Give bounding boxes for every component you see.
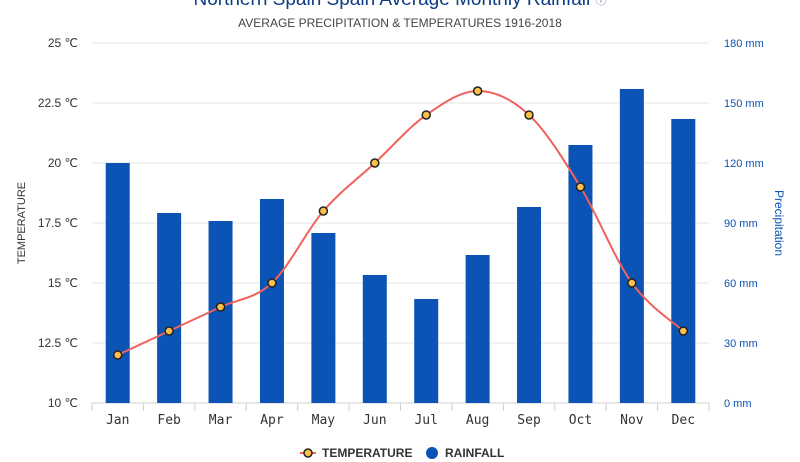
temperature-point xyxy=(112,350,123,360)
y-left-axis-title: TEMPERATURE xyxy=(16,182,28,264)
temperature-point xyxy=(164,326,174,336)
y-left-tick-label: 17.5 ℃ xyxy=(38,216,78,230)
rainfall-bar xyxy=(311,233,336,403)
temperature-point xyxy=(524,110,534,120)
y-left-tick-label: 20 ℃ xyxy=(48,156,78,170)
rainfall-bar xyxy=(671,119,696,403)
y-left-tick-label: 10 ℃ xyxy=(48,396,78,410)
y-right-tick-label: 120 mm xyxy=(724,158,764,170)
temperature-point xyxy=(318,206,329,216)
rainfall-bar xyxy=(157,213,182,403)
temperature-point xyxy=(678,326,689,336)
legend-temperature-marker-symbol xyxy=(303,448,313,458)
info-icon[interactable]: ⓘ xyxy=(595,0,607,7)
y-right-tick-label: 0 mm xyxy=(724,398,752,410)
x-tick-label: Aug xyxy=(466,413,489,428)
y-right-tick-label: 180 mm xyxy=(724,38,764,50)
x-tick-label: Sep xyxy=(517,413,541,428)
y-right-axis-title: Precipitation xyxy=(772,190,786,256)
rainfall-bar xyxy=(414,299,439,403)
x-tick-label: Nov xyxy=(620,413,644,428)
chart-title: Northern Spain Spain Average Monthly Rai… xyxy=(193,0,590,10)
x-tick-label: Jun xyxy=(363,413,386,428)
temperature-point xyxy=(370,158,380,168)
temperature-point xyxy=(575,182,586,192)
temperature-point xyxy=(421,110,431,120)
x-tick-label: Feb xyxy=(157,413,181,428)
rainfall-bar xyxy=(517,207,542,403)
rainfall-bar xyxy=(465,255,490,403)
x-tick-label: Apr xyxy=(260,413,284,428)
x-tick-label: Jan xyxy=(106,413,129,428)
rainfall-bar xyxy=(362,275,387,403)
y-left-tick-label: 25 ℃ xyxy=(48,36,78,50)
temperature-point xyxy=(215,302,226,312)
x-tick-label: May xyxy=(312,413,336,428)
x-tick-label: Dec xyxy=(672,413,695,428)
x-tick-label: Jul xyxy=(414,413,437,428)
legend-item-rainfall[interactable]: RAINFALL xyxy=(426,446,504,460)
rainfall-bar xyxy=(208,221,233,403)
legend-item-temperature[interactable]: TEMPERATURE xyxy=(300,446,412,460)
y-left-tick-label: 22.5 ℃ xyxy=(38,96,78,110)
rainfall-bar xyxy=(259,199,284,403)
y-right-tick-label: 90 mm xyxy=(724,218,758,230)
x-tick-label: Oct xyxy=(569,413,592,428)
x-tick-label: Mar xyxy=(209,413,233,428)
rainfall-bar xyxy=(619,89,644,403)
y-right-tick-label: 150 mm xyxy=(724,98,764,110)
chart-subtitle: AVERAGE PRECIPITATION & TEMPERATURES 191… xyxy=(238,16,562,30)
legend-label: RAINFALL xyxy=(445,446,504,460)
legend-label: TEMPERATURE xyxy=(322,446,412,460)
y-left-tick-label: 12.5 ℃ xyxy=(38,336,78,350)
y-right-tick-label: 30 mm xyxy=(724,338,758,350)
rainfall-bar xyxy=(105,163,130,403)
temperature-point xyxy=(267,278,277,288)
y-right-tick-label: 60 mm xyxy=(724,278,758,290)
temperature-point xyxy=(627,278,637,288)
y-left-tick-label: 15 ℃ xyxy=(48,276,78,290)
temperature-point xyxy=(472,86,483,96)
legend-rainfall-symbol xyxy=(426,447,438,459)
chart-title-row: Northern Spain Spain Average Monthly Rai… xyxy=(0,0,800,11)
